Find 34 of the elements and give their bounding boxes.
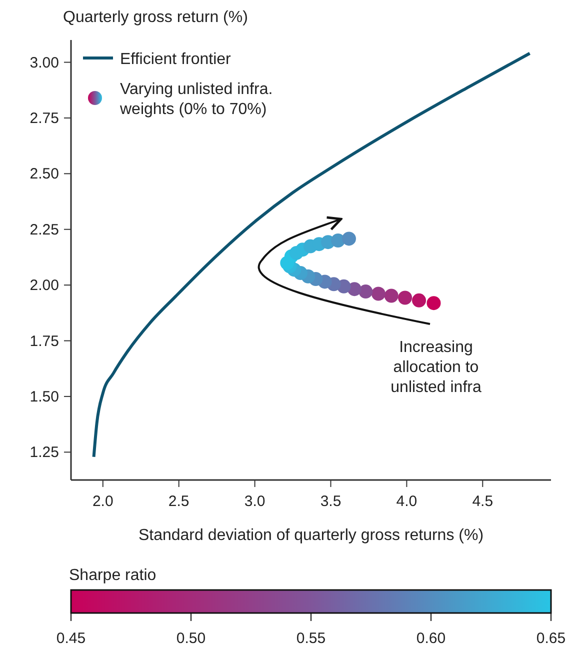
- x-tick-label: 3.5: [320, 493, 342, 510]
- point: [426, 296, 441, 310]
- line-series: [92, 52, 532, 458]
- color-bar-title: Sharpe ratio: [69, 567, 156, 584]
- x-tick-label: 4.5: [472, 493, 494, 510]
- y-tick-label: 1.75: [30, 332, 59, 350]
- legend-label: Varying unlisted infra. weights (0% to 70%): [119, 81, 273, 118]
- y-tick-label: 3.00: [30, 54, 59, 72]
- x-tick-label: 2.0: [92, 493, 114, 510]
- y-tick-label: 2.25: [30, 221, 59, 238]
- y-tick-label: 1.25: [30, 444, 59, 462]
- color-bar-label: 0.50: [176, 630, 206, 647]
- annotation: Increasing allocation to unlisted infra: [390, 339, 482, 396]
- point: [398, 290, 412, 305]
- point: [371, 286, 386, 301]
- y-tick-label: 1.50: [30, 388, 59, 406]
- point: [342, 232, 356, 246]
- color-bar-label: 0.60: [416, 630, 446, 647]
- x-tick-label: 4.0: [396, 493, 418, 510]
- y-tick-label: 2.00: [30, 277, 59, 294]
- x-tick-label: 2.5: [168, 493, 190, 510]
- legend-label: Efficient frontier: [120, 51, 232, 68]
- point: [331, 234, 346, 248]
- y-tick-label: 2.50: [30, 166, 59, 183]
- y-tick-label: 2.75: [30, 110, 59, 127]
- x-axis-title: Standard deviation of quarterly gross returns (%): [138, 527, 484, 544]
- color-bar-label: 0.45: [56, 630, 86, 647]
- point: [412, 293, 426, 308]
- color-bar-label: 0.65: [536, 630, 566, 647]
- x-tick-label: 3.0: [244, 493, 266, 510]
- y-axis-title: Quarterly gross return (%): [63, 9, 248, 26]
- point: [358, 284, 373, 299]
- point: [384, 288, 398, 303]
- color-bar-label: 0.55: [296, 630, 326, 647]
